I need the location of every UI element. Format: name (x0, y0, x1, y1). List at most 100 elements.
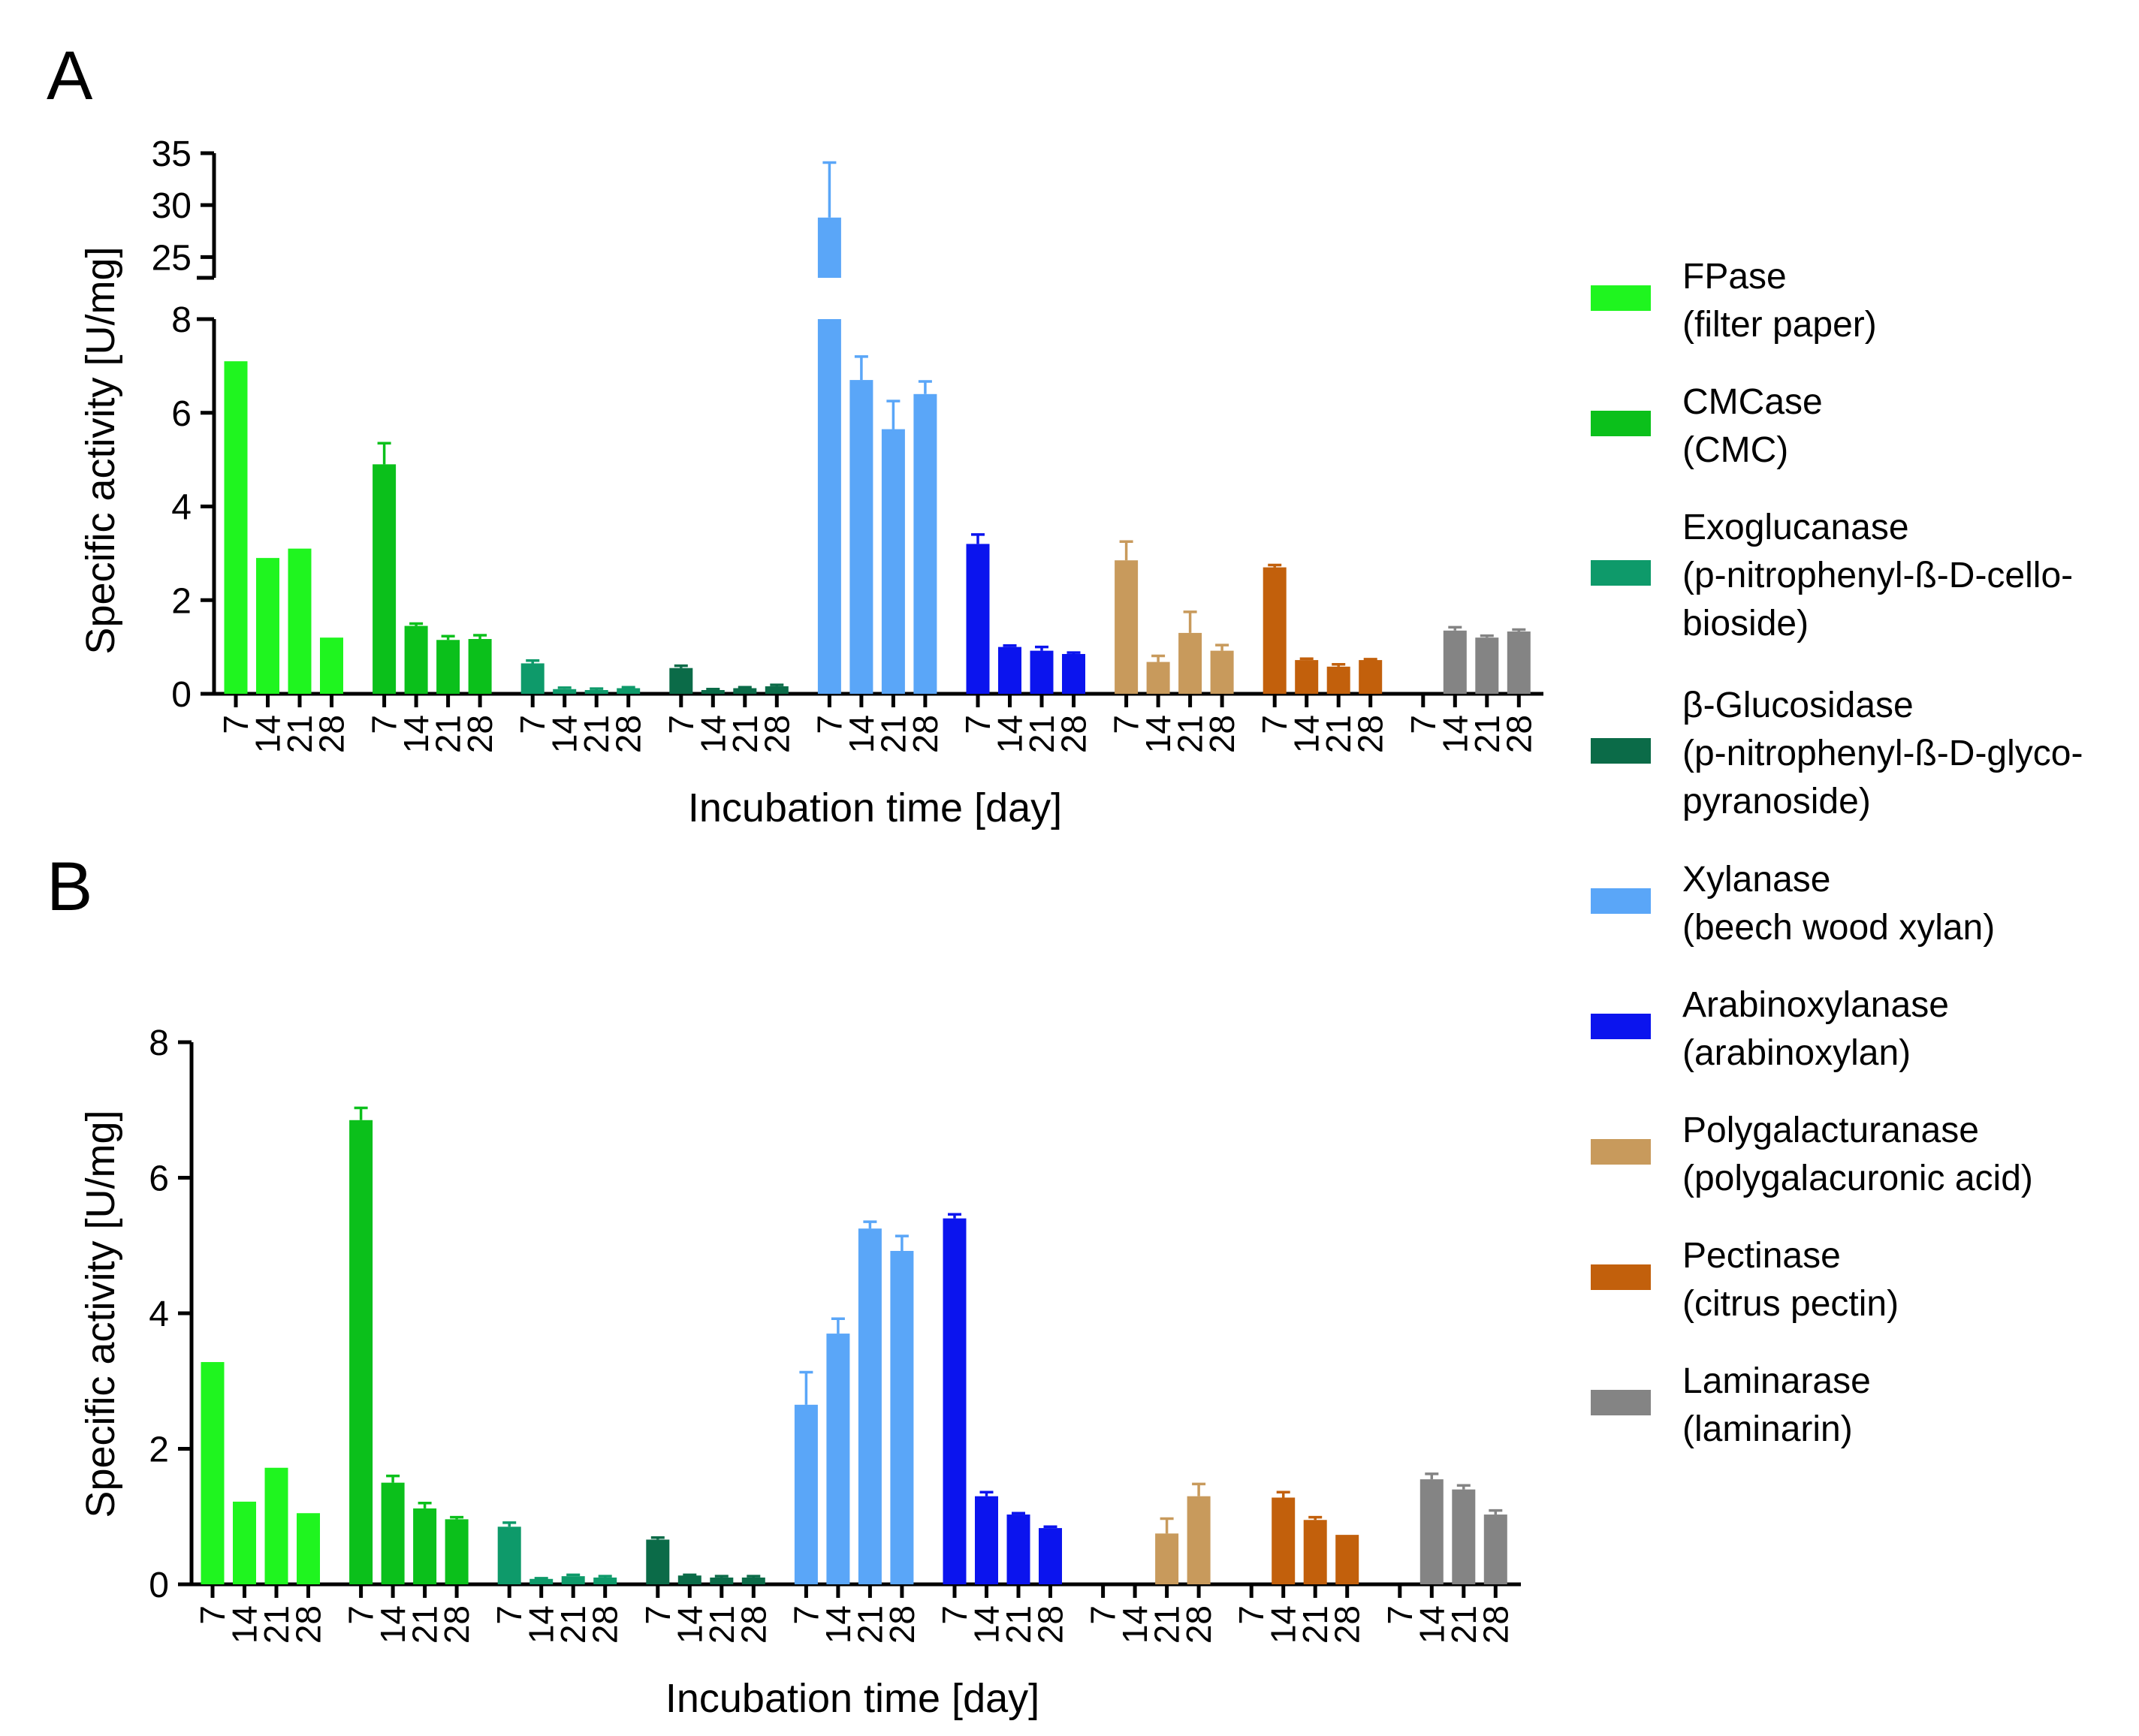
x-tick-label: 21 (554, 1605, 593, 1644)
x-tick-label: 21 (1468, 715, 1507, 753)
bar (445, 1519, 469, 1584)
x-tick-label: 21 (577, 715, 616, 753)
error-bar (1456, 1484, 1471, 1490)
legend-item-fpase: FPase (filter paper) (1591, 257, 1877, 345)
error-bar (918, 380, 932, 394)
x-tick-label: 14 (670, 1605, 709, 1644)
legend-substrate: (beech wood xylan) (1682, 908, 1995, 948)
bar (1187, 1496, 1211, 1584)
x-tick-label: 7 (193, 1605, 232, 1625)
y-tick-label: 6 (149, 1159, 169, 1199)
error-bar (1308, 1515, 1323, 1521)
error-bar (674, 664, 688, 668)
x-tick-label: 21 (999, 1605, 1038, 1644)
bar-upper (817, 217, 841, 278)
legend-substrate-line2: bioside) (1682, 604, 1809, 643)
bar (1006, 1514, 1030, 1584)
bar (1039, 1528, 1062, 1584)
x-tick-label: 28 (609, 715, 648, 753)
x-tick-label: 21 (1444, 1605, 1483, 1644)
bar (1272, 1497, 1296, 1584)
x-tick-label: 7 (935, 1605, 974, 1625)
legend-label: FPase (1682, 257, 1787, 297)
error-bar (706, 688, 720, 691)
bar (710, 1577, 734, 1584)
x-tick-label: 7 (513, 715, 552, 734)
x-tick-label: 14 (1264, 1605, 1303, 1644)
x-tick-label: 21 (726, 715, 765, 753)
error-bar (1512, 628, 1526, 632)
x-tick-label: 7 (638, 1605, 677, 1625)
error-bar (1215, 643, 1229, 651)
error-bar (738, 686, 752, 689)
panel-b-y-axis-label: Specific activity [U/mg] (78, 1110, 123, 1517)
error-bar (1448, 625, 1462, 631)
x-tick-label: 14 (522, 1605, 561, 1644)
x-tick-label: 21 (873, 715, 913, 753)
x-tick-label: 7 (958, 715, 997, 734)
x-tick-label: 28 (1179, 1605, 1218, 1644)
error-bar (1489, 1508, 1503, 1515)
x-tick-label: 14 (545, 715, 584, 753)
legend-swatch (1591, 738, 1651, 764)
bar (584, 690, 608, 694)
x-tick-label: 28 (1499, 715, 1538, 753)
x-tick-label: 7 (1255, 715, 1294, 734)
legend: FPase (filter paper) CMCase (CMC) Exoglu… (1591, 257, 2083, 1449)
x-tick-label: 7 (365, 715, 404, 734)
x-tick-label: 14 (842, 715, 881, 753)
error-bar (1299, 657, 1314, 661)
y-tick-label: 4 (149, 1294, 169, 1334)
x-tick-label: 28 (882, 1605, 922, 1644)
bar (373, 464, 397, 694)
error-bar (1332, 662, 1346, 667)
bar (593, 1577, 617, 1584)
bar (881, 429, 905, 694)
x-tick-label: 14 (397, 715, 436, 753)
bar (1335, 1535, 1359, 1584)
x-tick-label: 28 (289, 1605, 328, 1644)
x-tick-label: 21 (702, 1605, 741, 1644)
bar (288, 548, 312, 694)
legend-substrate: (p-nitrophenyl-ß-D-glyco- (1682, 734, 2083, 773)
bar (943, 1218, 967, 1584)
legend-substrate: (filter paper) (1682, 305, 1877, 345)
error-bar (1268, 563, 1282, 568)
legend-swatch (1591, 1139, 1651, 1165)
legend-label: Exoglucanase (1682, 508, 1909, 547)
bar (1303, 1520, 1327, 1584)
bar (1178, 632, 1202, 694)
error-bar (598, 1575, 612, 1578)
bar (224, 361, 248, 694)
bar (233, 1501, 256, 1584)
x-tick-label: 21 (257, 1605, 296, 1644)
bar (669, 668, 693, 694)
error-bar (1012, 1511, 1025, 1515)
panel-b-x-axis-label: Incubation time [day] (665, 1676, 1039, 1721)
error-bar (971, 533, 985, 544)
bar (553, 689, 577, 694)
x-tick-label: 14 (967, 1605, 1006, 1644)
x-tick-label: 7 (1232, 1605, 1271, 1625)
bar (1146, 662, 1170, 694)
error-bar (1425, 1472, 1439, 1480)
bar (826, 1334, 850, 1584)
x-tick-label: 28 (1202, 715, 1241, 753)
error-bar (979, 1490, 994, 1496)
legend-swatch (1591, 1014, 1651, 1039)
bar (794, 1404, 818, 1584)
legend-item-laminarase: Laminarase (laminarin) (1591, 1361, 1871, 1449)
legend-item-pectinase: Pectinase (citrus pectin) (1591, 1236, 1899, 1324)
legend-substrate: (p-nitrophenyl-ß-D-cello- (1682, 556, 2073, 595)
legend-swatch (1591, 1390, 1651, 1415)
x-tick-label: 14 (819, 1605, 858, 1644)
x-tick-label: 28 (460, 715, 499, 753)
legend-swatch (1591, 1264, 1651, 1290)
legend-label: CMCase (1682, 382, 1823, 422)
x-tick-label: 28 (437, 1605, 476, 1644)
legend-swatch (1591, 285, 1651, 311)
x-tick-label: 14 (1435, 715, 1474, 753)
